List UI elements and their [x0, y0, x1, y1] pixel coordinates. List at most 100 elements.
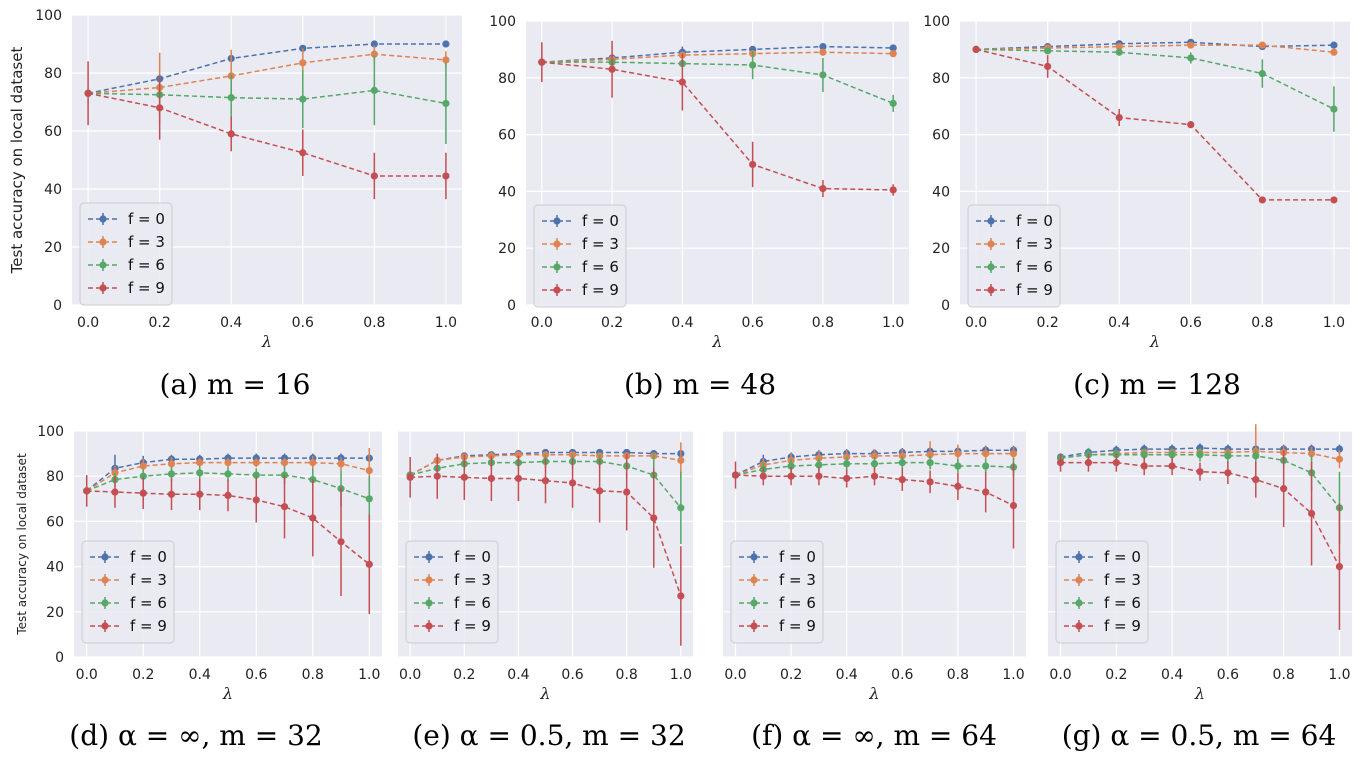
x-tick-label: 1.0 [358, 667, 380, 683]
series-line [541, 51, 894, 63]
x-tick-label: 0.6 [245, 667, 267, 683]
data-point [156, 104, 164, 112]
chart-c: 0.0 0.2 0.4 0.6 0.8 1.0 0 20 40 60 80 100 λ f = 0 f = … [923, 14, 1350, 351]
legend-box [730, 540, 824, 644]
chart-d: 0.0 0.2 0.4 0.6 0.8 1.0 0 20 40 60 80 100 λ Test accu… [15, 424, 382, 703]
data-point [365, 560, 373, 568]
data-point [677, 456, 685, 464]
legend-label: f = 3 [1104, 571, 1141, 589]
caption-g: (g) α = 0.5, m = 64 [1061, 719, 1337, 752]
legend-label: f = 0 [582, 212, 619, 230]
legend-marker [425, 622, 433, 630]
series-line [86, 490, 370, 565]
data-point [167, 490, 176, 498]
data-point [1084, 459, 1093, 467]
data-point [84, 89, 92, 97]
data-point [1044, 47, 1052, 55]
data-point [442, 40, 450, 48]
data-point [299, 95, 307, 103]
legend-label: f = 6 [130, 594, 167, 612]
legend-label: f = 0 [128, 210, 165, 228]
data-point [370, 86, 378, 94]
data-point [1140, 451, 1148, 459]
data-point [224, 459, 232, 467]
x-tick-label: 0.8 [1251, 315, 1273, 331]
data-point [252, 496, 260, 504]
data-point [819, 48, 827, 56]
data-point [870, 452, 879, 460]
data-point [111, 469, 119, 477]
y-tick-label: 0 [53, 298, 62, 314]
data-point [1140, 462, 1148, 470]
series-line [541, 61, 894, 191]
data-point [926, 451, 934, 459]
y-tick-label: 40 [46, 560, 64, 576]
x-tick-label: 0.0 [531, 315, 553, 331]
data-point [819, 71, 827, 79]
series-line [88, 89, 447, 105]
caption-d: (d) α = ∞, m = 32 [69, 719, 323, 752]
data-point [224, 470, 232, 478]
x-tick-label: 0.6 [1180, 315, 1202, 331]
x-tick-label: 0.4 [220, 315, 242, 331]
x-tick-label: 1.0 [435, 315, 457, 331]
data-point [1335, 445, 1344, 453]
series-line [87, 43, 446, 95]
x-tick-label: 1.0 [1002, 667, 1024, 683]
data-point [442, 56, 450, 64]
legend-label: f = 6 [1016, 258, 1053, 276]
legend-marker [101, 553, 109, 561]
data-point [1187, 121, 1195, 129]
data-point [252, 471, 260, 479]
series-line [976, 48, 1335, 110]
data-point [749, 61, 757, 69]
data-point [1115, 42, 1123, 51]
x-axis-label: λ [539, 684, 550, 703]
y-tick-label: 20 [44, 240, 62, 256]
legend-marker [987, 263, 995, 271]
data-point [1168, 451, 1176, 459]
data-point [370, 40, 378, 48]
legend-marker [101, 599, 109, 607]
y-axis-label: Test accuracy on local dataset [15, 453, 29, 636]
x-tick-label: 0.8 [363, 315, 385, 331]
series-line [735, 449, 1014, 476]
legend-box [533, 204, 627, 308]
legend-label: f = 3 [128, 233, 165, 251]
y-tick-label: 40 [498, 184, 516, 200]
legend-label: f = 0 [1016, 212, 1053, 230]
data-point [759, 472, 767, 480]
legend-marker [553, 240, 561, 248]
data-point [370, 172, 378, 180]
x-tick-label: 0.0 [1049, 667, 1071, 683]
data-point [365, 466, 373, 475]
caption-c: (c) m = 128 [1073, 368, 1241, 401]
x-tick-label: 0.8 [812, 315, 834, 331]
data-point [819, 42, 827, 51]
data-point [1258, 196, 1266, 204]
legend-box [81, 540, 175, 644]
y-tick-label: 20 [46, 605, 64, 621]
data-point [1115, 113, 1123, 122]
series-line [88, 53, 446, 95]
x-tick-label: 0.8 [1273, 667, 1295, 683]
data-point [139, 489, 147, 497]
data-point [677, 504, 685, 512]
data-point [982, 488, 990, 496]
series-line [541, 61, 894, 105]
chart-g: 0.0 0.2 0.4 0.6 0.8 1.0 λ f = 0 f = 3 f = 6 f = 9 [1048, 424, 1352, 703]
y-tick-label: 60 [46, 514, 64, 530]
legend-marker [987, 240, 995, 248]
x-tick-label: 1.0 [1323, 315, 1345, 331]
legend-marker [750, 599, 758, 607]
data-point [678, 78, 686, 86]
legend-label: f = 9 [1016, 281, 1053, 299]
x-tick-label: 0.6 [742, 315, 764, 331]
legend-box [79, 202, 173, 306]
legend-label: f = 6 [454, 594, 491, 612]
data-point [568, 479, 577, 487]
x-tick-label: 0.2 [132, 667, 154, 683]
legend-box [967, 204, 1061, 308]
data-point [280, 459, 289, 467]
data-point [337, 538, 345, 546]
